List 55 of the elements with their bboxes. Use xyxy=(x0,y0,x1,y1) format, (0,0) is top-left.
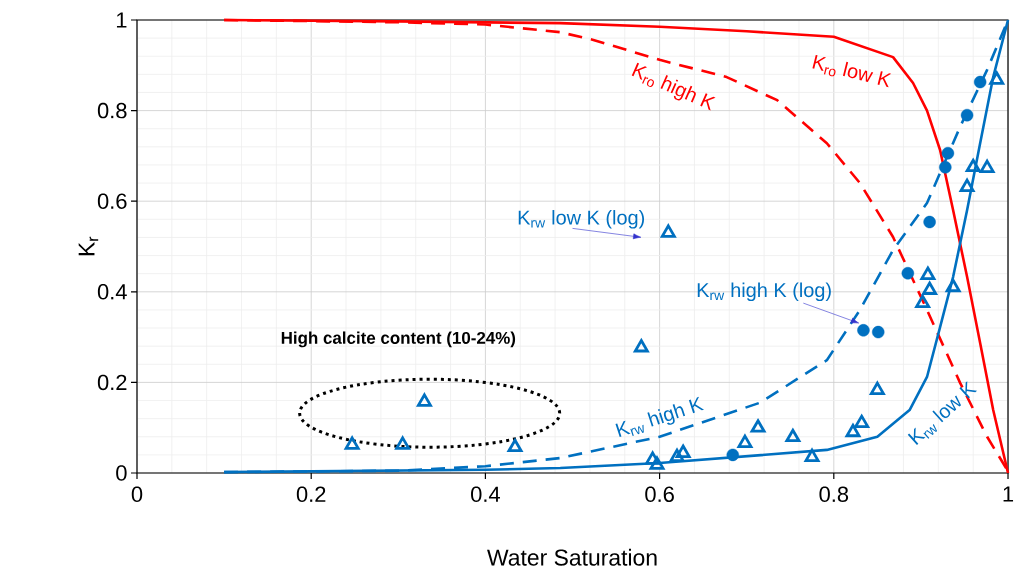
point xyxy=(645,451,661,465)
point xyxy=(941,146,955,160)
point xyxy=(920,266,936,280)
point xyxy=(675,444,691,458)
point xyxy=(669,448,685,463)
x-tick-label: 0.8 xyxy=(819,486,849,503)
point xyxy=(959,178,975,193)
point xyxy=(945,278,961,293)
x-tick-label: 0.4 xyxy=(471,486,500,503)
point xyxy=(649,456,665,470)
point xyxy=(854,414,870,429)
series-label: K$_{rw}$ low K (log) xyxy=(518,210,645,229)
point xyxy=(872,325,885,339)
point xyxy=(845,423,861,438)
y-tick-label: 0 xyxy=(116,465,127,481)
y-tick-label: 0.6 xyxy=(97,193,127,209)
point xyxy=(939,161,952,174)
point xyxy=(785,428,801,443)
point xyxy=(726,448,739,462)
annotation: High calcite content (10-24%) xyxy=(281,331,516,348)
y-tick-label: 0.2 xyxy=(97,374,127,391)
x-axis-title: Water Saturation xyxy=(487,548,657,566)
point xyxy=(965,158,981,173)
point xyxy=(973,75,987,89)
x-tick-label: 0 xyxy=(131,486,143,503)
point xyxy=(923,215,936,229)
point xyxy=(979,159,995,174)
point xyxy=(750,419,766,433)
point xyxy=(507,438,523,453)
point xyxy=(633,339,649,353)
x-tick-label: 0.6 xyxy=(645,486,674,503)
point xyxy=(960,108,974,122)
x-tick-label: 0.2 xyxy=(296,486,326,503)
point xyxy=(922,281,938,295)
point xyxy=(989,71,1005,85)
y-tick-label: 0.4 xyxy=(97,284,127,300)
point xyxy=(344,436,360,450)
x-tick-label: 1 xyxy=(1003,486,1014,502)
y-axis-title: K$_{r}$ xyxy=(78,236,99,256)
point xyxy=(804,448,820,463)
point xyxy=(869,381,885,395)
y-tick-label: 0.8 xyxy=(97,102,127,119)
point xyxy=(660,224,676,238)
point xyxy=(857,324,870,337)
y-tick-label: 1 xyxy=(116,12,127,28)
text: K$_{ro}$ high K xyxy=(631,62,716,111)
point xyxy=(901,267,915,280)
point xyxy=(915,294,931,309)
point xyxy=(737,434,753,448)
series-label: K$_{rw}$ high K (log) xyxy=(697,282,831,302)
text: K$_{ro}$ low K xyxy=(812,54,892,88)
text: K$_{rw}$ low K xyxy=(907,381,978,445)
point xyxy=(395,436,411,450)
point xyxy=(416,393,432,407)
text: K$_{rw}$ high K xyxy=(615,396,705,438)
